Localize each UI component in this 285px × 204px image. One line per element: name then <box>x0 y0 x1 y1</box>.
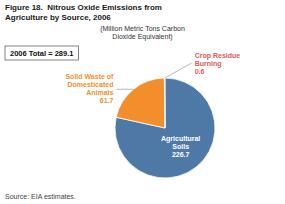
slice-value: 226.7 <box>172 151 190 158</box>
slice-name-line: Animals <box>86 89 113 96</box>
slice-name-line: Agricultural <box>161 135 200 143</box>
slice-name-line: Domesticated <box>68 81 114 88</box>
slice-label: Crop ResidueBurning0.6 <box>165 52 241 78</box>
subtitle: (Million Metric Tons CarbonDioxide Equiv… <box>100 25 185 41</box>
slice-name: AgriculturalSoils <box>161 135 200 150</box>
slice-name-line: Solid Waste of <box>65 73 114 80</box>
slice-name-line: Soils <box>172 143 189 150</box>
slice-name: Solid Waste ofDomesticatedAnimals <box>65 73 114 96</box>
slice-label: AgriculturalSoils226.7 <box>161 135 200 158</box>
subtitle-line: (Million Metric Tons Carbon <box>100 25 185 33</box>
slice <box>115 78 215 178</box>
title-line: Figure 18. Nitrous Oxide Emissions from <box>5 3 162 12</box>
slice-label: Solid Waste ofDomesticatedAnimals61.7 <box>65 73 133 104</box>
slice <box>164 78 166 128</box>
leader-line <box>165 63 192 78</box>
slice <box>116 78 165 128</box>
chart-svg: Figure 18. Nitrous Oxide Emissions fromA… <box>0 0 285 204</box>
subtitle-line: Dioxide Equivalent) <box>112 33 172 41</box>
title: Figure 18. Nitrous Oxide Emissions fromA… <box>5 3 162 22</box>
slice-name-line: Crop Residue <box>195 52 241 60</box>
leader-line <box>116 89 133 90</box>
title-line: Agriculture by Source, 2006 <box>5 13 111 22</box>
total-box-frame <box>5 46 78 60</box>
annotation: 2006 Total = 289.1 <box>10 49 73 58</box>
slice-value: 61.7 <box>100 97 114 104</box>
slice-name: Crop ResidueBurning <box>195 52 241 68</box>
chart-container: Figure 18. Nitrous Oxide Emissions fromA… <box>0 0 285 204</box>
pie <box>115 78 215 178</box>
total-box: 2006 Total = 289.1 <box>5 46 78 60</box>
annotation: Source: EIA estimates. <box>5 193 76 200</box>
slice-labels: AgriculturalSoils226.7 Solid Waste ofDome… <box>65 52 240 158</box>
slice-value: 0.6 <box>195 68 205 75</box>
slice-name-line: Burning <box>195 60 222 68</box>
